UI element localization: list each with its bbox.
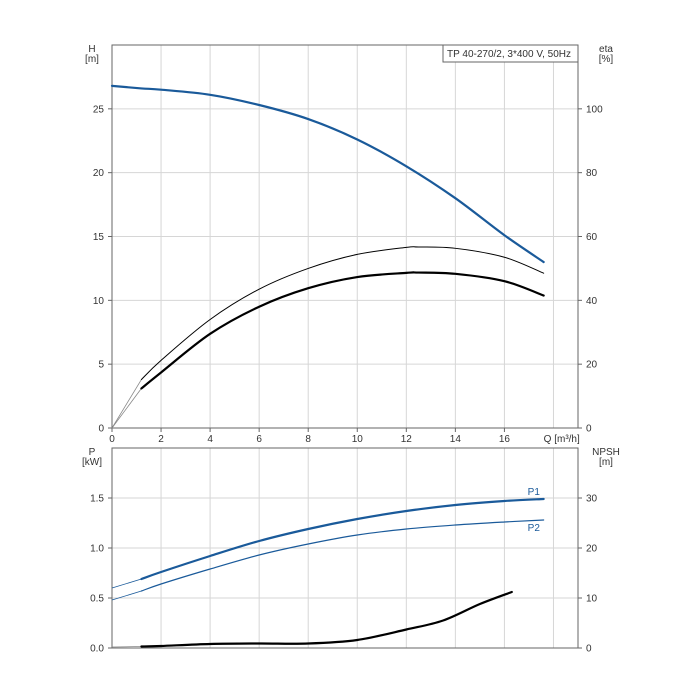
efficiency-curve-extension [111, 379, 142, 429]
power-curve-extension [111, 590, 142, 601]
series-line-1-3 [140, 271, 545, 390]
y-axis-left-label: [kW] [82, 457, 102, 468]
y-tick-right-label: 0 [586, 644, 592, 655]
y-tick-right-label: 40 [586, 296, 598, 307]
y-tick-left-label: 15 [93, 232, 105, 243]
x-tick-label: 0 [109, 434, 115, 445]
x-tick-label: 6 [256, 434, 262, 445]
gridlines [112, 448, 578, 648]
series-line-2-2 [140, 519, 545, 592]
chart-panel-2: 0.0 0.5 1.0 1.5 0 10 20 30 P[kW] NPSH[m] P1 P2 [82, 447, 620, 655]
y-tick-right-label: 10 [586, 594, 598, 605]
x-tick-label: 8 [305, 434, 311, 445]
gridlines [112, 44, 578, 428]
y-tick-right-label: 30 [586, 494, 598, 505]
x-tick-label: 2 [158, 434, 164, 445]
chart-title-frame [442, 44, 579, 63]
y-axis-left-label: P [89, 447, 96, 458]
y-tick-left-label: 0.5 [90, 594, 104, 605]
y-axis-left-label: [m] [85, 54, 99, 65]
y-tick-left-label: 0.0 [90, 644, 104, 655]
npsh-curve-extension [111, 646, 142, 648]
x-axis-label: Q [m³/h] [544, 434, 580, 445]
y-tick-right-label: 20 [586, 360, 598, 371]
y-tick-right-label: 80 [586, 168, 598, 179]
y-tick-left-label: 10 [93, 296, 105, 307]
y-axis-left-label: H [88, 44, 95, 55]
chart-title-box: TP 40-270/2, 3*400 V, 50Hz [442, 44, 579, 63]
y-axis-right-label: [m] [599, 457, 613, 468]
y-tick-left-label: 20 [93, 168, 105, 179]
chart-panel-1: 0 5 10 15 20 25 0 20 40 60 80 100 0 2 4 6 8 10 12 14 16 Q [m³… [85, 44, 613, 445]
y-tick-left-label: 1.0 [90, 544, 104, 555]
x-tick-label: 14 [450, 434, 462, 445]
series-label-p1: P1 [528, 487, 541, 498]
x-tick-label: 4 [207, 434, 213, 445]
y-axis-right-label: NPSH [592, 447, 620, 458]
y-axis-right-label: [%] [599, 54, 614, 65]
y-tick-right-label: 20 [586, 544, 598, 555]
y-tick-left-label: 25 [93, 104, 105, 115]
power-curve-extension [111, 578, 142, 589]
x-tick-label: 10 [352, 434, 364, 445]
y-tick-right-label: 60 [586, 232, 598, 243]
y-tick-right-label: 0 [586, 424, 592, 435]
y-tick-left-label: 0 [98, 424, 104, 435]
x-tick-label: 12 [401, 434, 413, 445]
series-line-1-1 [110, 84, 545, 264]
y-axis-right-label: eta [599, 44, 613, 55]
efficiency-curve-extension [111, 388, 142, 429]
y-tick-left-label: 1.5 [90, 494, 104, 505]
x-tick-label: 16 [499, 434, 511, 445]
y-tick-left-label: 5 [98, 360, 104, 371]
series-line-1-2 [140, 246, 545, 380]
series-label-p2: P2 [528, 523, 541, 534]
y-tick-right-label: 100 [586, 104, 603, 115]
series-line-2-3 [140, 590, 513, 648]
series-line-2-1 [140, 497, 545, 581]
chart-title: TP 40-270/2, 3*400 V, 50Hz [447, 49, 571, 60]
